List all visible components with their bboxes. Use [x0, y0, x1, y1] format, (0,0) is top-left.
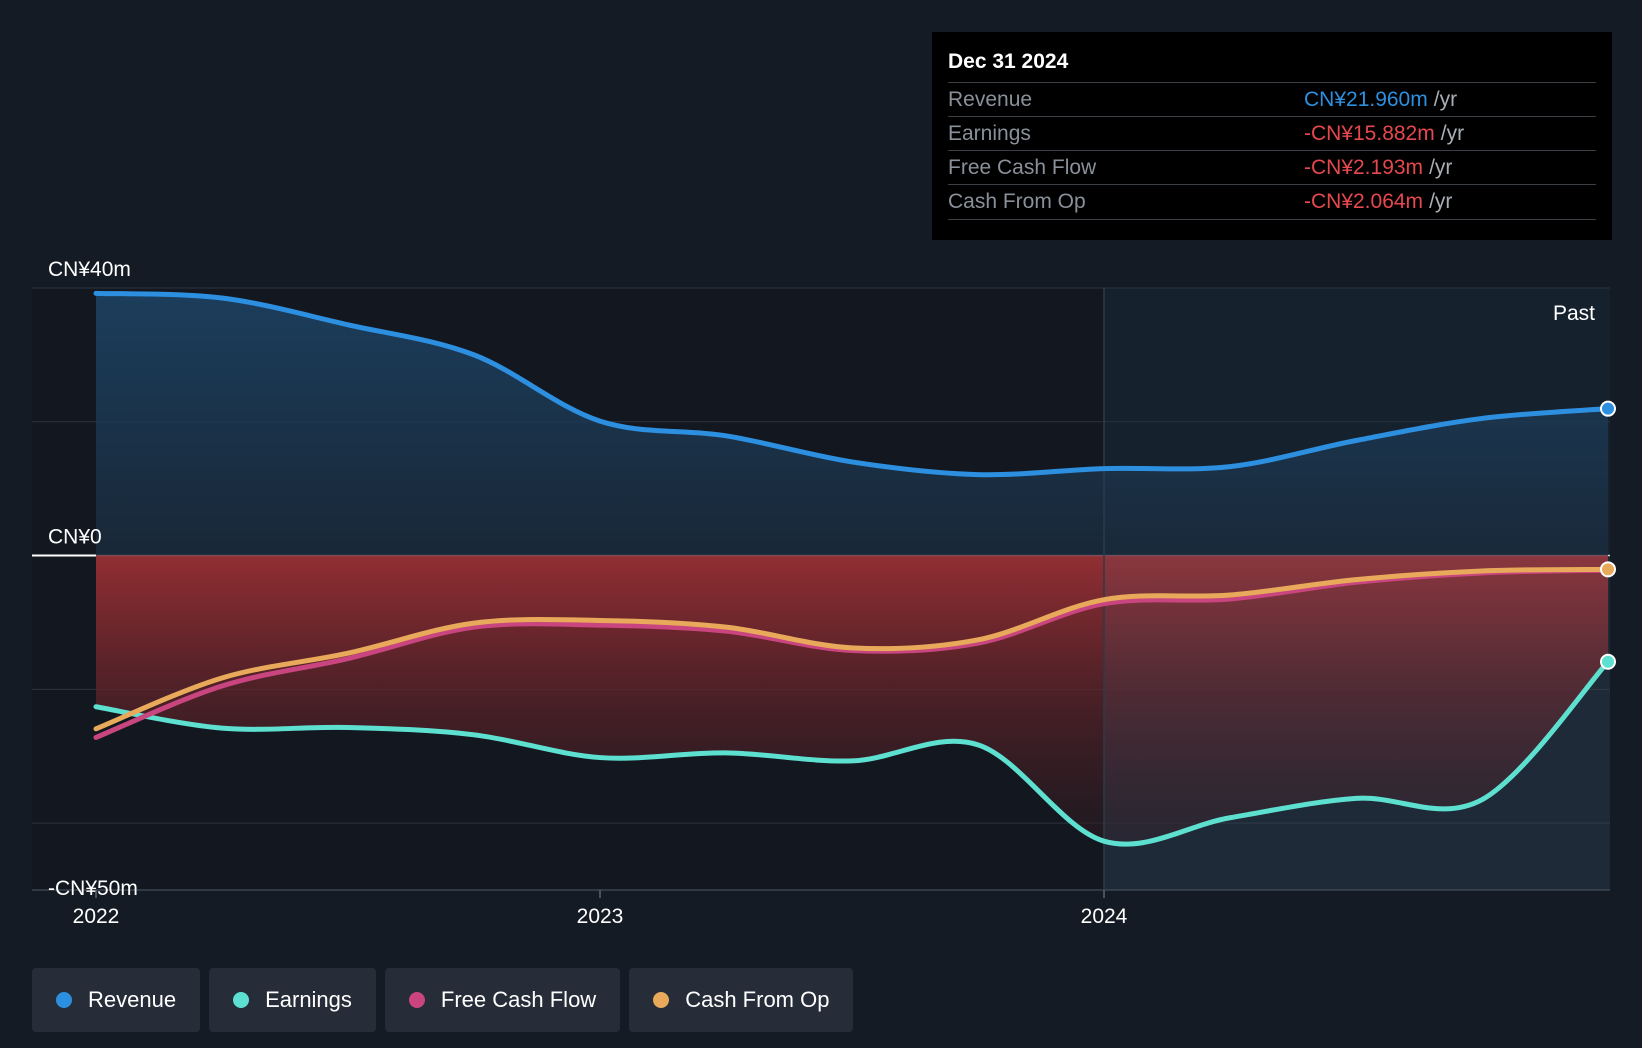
- tooltip-panel: Dec 31 2024 Revenue CN¥21.960m/yr Earnin…: [932, 32, 1612, 240]
- legend-item-cash-from-op[interactable]: Cash From Op: [629, 968, 854, 1032]
- tooltip-unit: /yr: [1429, 156, 1453, 179]
- tooltip-label: Free Cash Flow: [948, 156, 1097, 179]
- x-tick-label: 2024: [1081, 905, 1128, 928]
- tooltip-number: -CN¥2.064m: [1304, 190, 1424, 213]
- tooltip-row-free-cash-flow: Free Cash Flow -CN¥2.193m/yr: [948, 150, 1596, 185]
- tooltip-value: CN¥21.960m/yr: [1304, 88, 1457, 112]
- free-cash-flow-dot-icon: [408, 992, 425, 1008]
- tooltip-row-revenue: Revenue CN¥21.960m/yr: [948, 82, 1596, 117]
- revenue-endpoint: [1600, 400, 1616, 417]
- tooltip-unit: /yr: [1429, 190, 1453, 213]
- legend-label: Earnings: [265, 987, 352, 1012]
- tooltip-value: -CN¥2.193m/yr: [1304, 156, 1452, 180]
- tooltip-value: -CN¥2.064m/yr: [1304, 190, 1452, 214]
- past-label: Past: [1553, 302, 1595, 325]
- earnings-endpoint: [1600, 653, 1616, 670]
- cash-from-op-dot-icon: [653, 992, 670, 1008]
- earnings-dot-icon: [233, 992, 250, 1008]
- revenue-line: [93, 290, 1611, 478]
- tooltip-number: -CN¥2.193m: [1304, 156, 1424, 179]
- past-overlay: [1104, 555, 1610, 890]
- y-tick-label: -CN¥50m: [48, 877, 138, 900]
- tooltip-unit: /yr: [1433, 88, 1458, 111]
- tooltip-unit: /yr: [1440, 122, 1465, 145]
- legend-item-revenue[interactable]: Revenue: [32, 968, 201, 1032]
- legend-item-free-cash-flow[interactable]: Free Cash Flow: [384, 968, 621, 1032]
- tooltip-date: Dec 31 2024: [948, 50, 1069, 73]
- y-tick-label: CN¥0: [48, 526, 102, 549]
- legend-label: Revenue: [88, 987, 177, 1012]
- legend-item-earnings[interactable]: Earnings: [209, 968, 376, 1032]
- cash-from-op-endpoint: [1600, 561, 1616, 578]
- revenue-area: [96, 293, 1608, 556]
- legend-label: Free Cash Flow: [440, 987, 597, 1012]
- revenue-dot-icon: [56, 992, 72, 1008]
- free-cash-flow-line: [93, 567, 1611, 740]
- x-tick-label: 2023: [577, 905, 624, 928]
- tooltip-number: -CN¥15.882m: [1304, 122, 1435, 145]
- x-tick-label: 2022: [73, 905, 120, 928]
- y-tick-label: CN¥40m: [48, 258, 131, 281]
- tooltip-row-cash-from-op: Cash From Op -CN¥2.064m/yr: [948, 184, 1596, 220]
- tooltip-label: Cash From Op: [948, 190, 1086, 213]
- tooltip-value: -CN¥15.882m/yr: [1304, 122, 1464, 146]
- tooltip-row-earnings: Earnings -CN¥15.882m/yr: [948, 116, 1596, 151]
- tooltip-label: Revenue: [948, 88, 1033, 111]
- tooltip-label: Earnings: [948, 122, 1031, 145]
- legend: Revenue Earnings Free Cash Flow Cash Fro…: [32, 968, 854, 1032]
- cash-from-op-line: [93, 566, 1611, 732]
- earnings-line: [93, 659, 1611, 847]
- legend-label: Cash From Op: [685, 987, 830, 1012]
- tooltip-number: CN¥21.960m: [1304, 88, 1428, 111]
